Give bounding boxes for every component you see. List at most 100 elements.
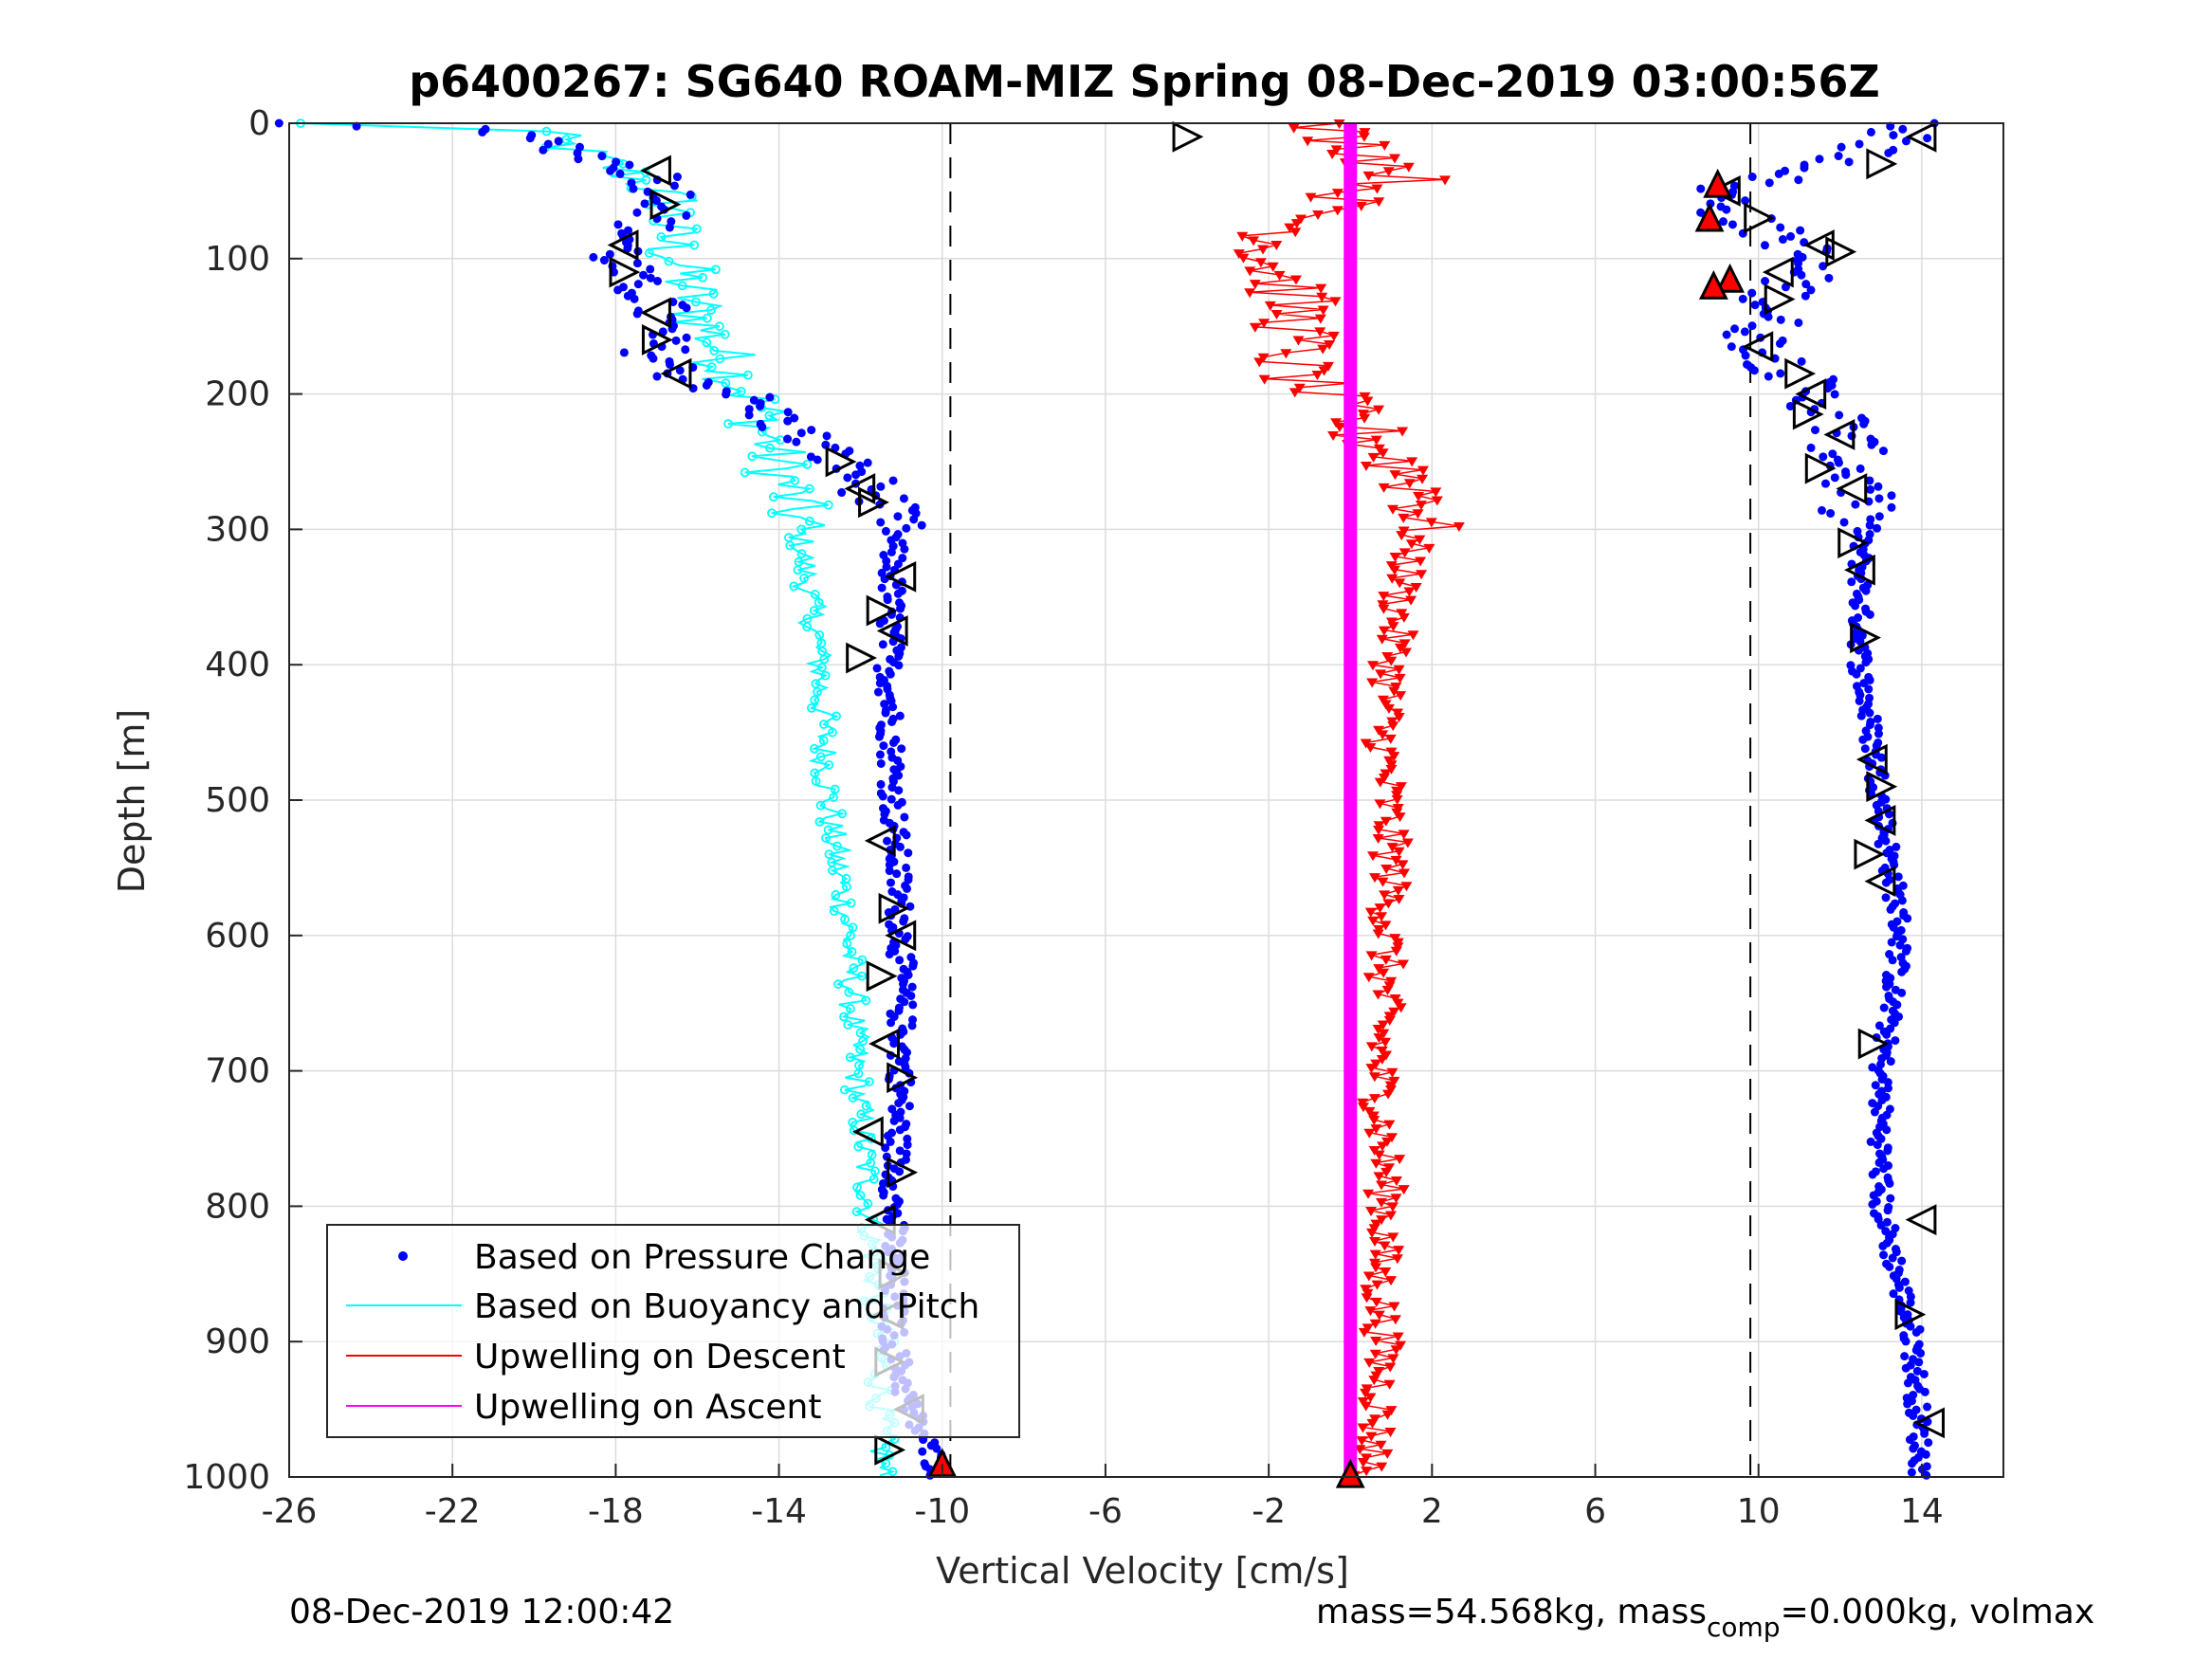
- buoyancy-pitch-point: [814, 629, 825, 640]
- upwelling-descent-point: [1369, 1349, 1381, 1359]
- buoyancy-pitch-point: [747, 451, 758, 462]
- pressure-dot-descent: [682, 333, 691, 342]
- buoyancy-pitch-point: [846, 930, 855, 940]
- pressure-dot-descent: [646, 264, 655, 274]
- upwelling-descent-point: [1390, 1345, 1402, 1356]
- pressure-dot-descent: [918, 1447, 927, 1456]
- pressure-dot-descent: [906, 991, 916, 1000]
- pressure-dot-ascent: [1874, 494, 1884, 503]
- buoyancy-pitch-point: [742, 370, 753, 380]
- open-triangle-marker: [1866, 771, 1898, 803]
- pressure-dot-ascent: [1912, 1366, 1922, 1376]
- upwelling-descent-point: [1359, 413, 1371, 424]
- upwelling-descent-point: [1383, 1379, 1396, 1390]
- pressure-dot-descent: [893, 800, 903, 810]
- upwelling-descent-point: [1314, 314, 1326, 324]
- pressure-dot-ascent: [1761, 277, 1770, 286]
- upwelling-descent-point: [1377, 1141, 1389, 1152]
- upwelling-descent-point: [1362, 396, 1374, 407]
- pressure-dot-descent: [899, 979, 908, 989]
- upwelling-descent-point: [1361, 1293, 1373, 1304]
- upwelling-descent-point: [1364, 743, 1377, 754]
- upwelling-descent-point: [1273, 270, 1286, 281]
- upwelling-descent-point: [1398, 513, 1410, 523]
- upwelling-descent-point: [1394, 812, 1406, 823]
- upwelling-descent-point: [1271, 310, 1283, 320]
- upwelling-descent-point: [1389, 154, 1401, 164]
- pressure-dot-descent: [895, 956, 905, 965]
- buoyancy-pitch-point: [829, 906, 839, 916]
- chart-title: p6400267: SG640 ROAM-MIZ Spring 08-Dec-2…: [409, 56, 1880, 107]
- open-triangle-marker: [1866, 148, 1898, 180]
- buoyancy-pitch-point: [845, 1052, 855, 1063]
- pressure-dot-descent: [889, 1039, 899, 1048]
- open-triangle-marker: [1864, 866, 1896, 898]
- upwelling-descent-point: [1327, 331, 1340, 341]
- buoyancy-pitch-point: [861, 1101, 871, 1111]
- pressure-dot-ascent: [1914, 1358, 1924, 1367]
- upwelling-descent-point: [1387, 622, 1399, 632]
- open-triangle-marker: [1843, 554, 1875, 586]
- buoyancy-pitch-point: [811, 776, 821, 786]
- filled-triangle-marker: [1335, 1458, 1365, 1488]
- buoyancy-pitch-point: [802, 622, 813, 632]
- upwelling-descent-point: [1290, 219, 1303, 229]
- upwelling-descent-point: [1380, 864, 1393, 874]
- upwelling-descent-point: [1376, 1055, 1388, 1066]
- buoyancy-pitch-point: [845, 1004, 855, 1013]
- upwelling-descent-point: [1393, 713, 1405, 723]
- upwelling-descent-point: [1373, 1310, 1385, 1321]
- buoyancy-pitch-point: [856, 1109, 867, 1120]
- open-triangle-marker: [885, 920, 917, 952]
- x-tick-label: -26: [262, 1492, 318, 1531]
- buoyancy-pitch-point: [861, 995, 871, 1006]
- pressure-dot-descent: [888, 476, 898, 485]
- pressure-dot-ascent: [1879, 1250, 1889, 1260]
- pressure-dot-ascent: [1891, 1036, 1900, 1046]
- open-triangle-marker: [1854, 838, 1886, 870]
- pressure-dot-ascent: [1881, 836, 1891, 846]
- pressure-dot-ascent: [1871, 1081, 1880, 1090]
- pressure-dot-ascent: [1858, 735, 1868, 744]
- upwelling-descent-point: [1362, 973, 1375, 983]
- pressure-dot-descent: [623, 244, 632, 253]
- open-triangle-marker: [1795, 378, 1827, 410]
- upwelling-descent-point: [1382, 703, 1395, 714]
- pressure-dot-descent: [883, 836, 892, 846]
- pressure-dot-ascent: [1865, 708, 1874, 718]
- pressure-dot-descent: [702, 380, 711, 390]
- buoyancy-pitch-point: [806, 702, 816, 713]
- upwelling-descent-point: [1393, 847, 1405, 857]
- pressure-dot-descent: [837, 488, 847, 498]
- pressure-dot-descent: [874, 732, 884, 741]
- upwelling-descent-point: [1376, 634, 1388, 645]
- pressure-dot-descent: [903, 1140, 912, 1150]
- pressure-dot-descent: [888, 702, 898, 712]
- pressure-dot-ascent: [1856, 664, 1865, 673]
- pressure-dot-ascent: [1874, 482, 1883, 491]
- upwelling-descent-point: [1415, 556, 1427, 567]
- upwelling-descent-point: [1377, 730, 1389, 740]
- upwelling-descent-point: [1305, 192, 1317, 203]
- pressure-dot-ascent: [1865, 610, 1874, 619]
- legend-box: [326, 1224, 1020, 1438]
- pressure-dot-ascent: [1911, 1327, 1921, 1337]
- upwelling-descent-point: [1362, 1271, 1375, 1282]
- upwelling-descent-point: [1375, 669, 1387, 680]
- pressure-dot-ascent: [1819, 262, 1828, 271]
- buoyancy-pitch-point: [817, 647, 828, 656]
- buoyancy-pitch-point: [857, 955, 868, 965]
- pressure-dot-ascent: [1760, 241, 1769, 250]
- pressure-dot-ascent: [1856, 637, 1865, 647]
- pressure-dot-descent: [543, 139, 553, 149]
- data-layer: [274, 118, 1946, 1488]
- pressure-dot-ascent: [1874, 512, 1884, 521]
- upwelling-descent-point: [1385, 656, 1398, 666]
- pressure-dot-descent: [765, 392, 775, 402]
- pressure-dot-ascent: [1879, 1164, 1889, 1174]
- pressure-dot-ascent: [1860, 744, 1870, 754]
- pressure-dot-descent: [879, 1191, 888, 1200]
- pressure-dot-descent: [589, 252, 598, 262]
- pressure-dot-ascent: [1786, 231, 1796, 241]
- pressure-dot-ascent: [1898, 124, 1908, 134]
